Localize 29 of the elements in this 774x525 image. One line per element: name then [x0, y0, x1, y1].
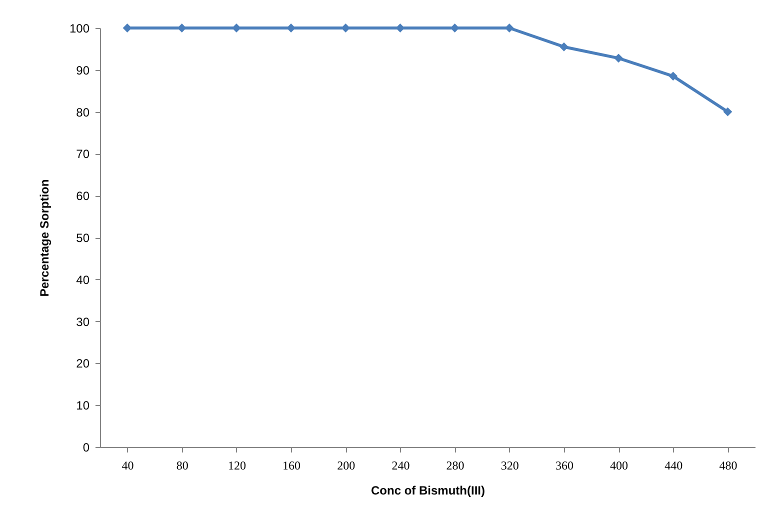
point	[668, 72, 678, 81]
x-tick-label: 320	[500, 458, 519, 472]
x-tick-label: 80	[176, 458, 188, 472]
y-tick-label: 20	[76, 356, 90, 371]
x-tick-label: 120	[228, 458, 246, 472]
x-tick-label: 280	[446, 458, 464, 472]
y-tick-label: 50	[76, 231, 90, 245]
point	[559, 42, 568, 52]
y-tick-label: 10	[76, 398, 90, 413]
y-tick-label: 90	[76, 63, 90, 78]
x-tick-label: 360	[555, 458, 574, 472]
point	[614, 54, 624, 63]
point	[723, 107, 732, 116]
y-tick-label: 100	[69, 22, 90, 36]
x-tick-label: 40	[122, 458, 134, 472]
y-axis-title: Percentage Sorption	[37, 179, 52, 297]
x-axis-title: Conc of Bismuth(III)	[371, 484, 485, 498]
x-tick-label: 200	[337, 458, 356, 472]
x-tick-label: 160	[282, 458, 301, 472]
x-tick-label: 400	[610, 458, 628, 472]
y-tick-label: 70	[76, 147, 90, 162]
x-tick-label: 440	[664, 458, 683, 472]
y-tick-label: 0	[82, 440, 90, 454]
x-tick-label: 240	[392, 458, 410, 472]
y-tick-label: 60	[76, 189, 90, 204]
y-tick-label: 80	[76, 105, 90, 120]
x-tick-label: 480	[719, 458, 738, 472]
y-tick-label: 40	[76, 272, 90, 287]
y-tick-label: 30	[76, 314, 90, 329]
